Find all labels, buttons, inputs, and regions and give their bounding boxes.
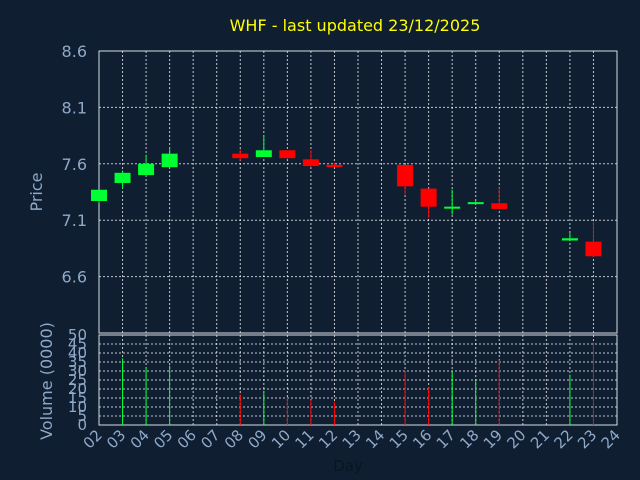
x-tick-label: 16	[409, 426, 435, 452]
candle-09	[255, 135, 272, 158]
candle-body	[161, 153, 178, 168]
x-tick-label: 09	[244, 426, 270, 452]
candle-body	[91, 189, 107, 202]
candle-body	[114, 172, 131, 183]
x-tick-label: 06	[174, 426, 200, 452]
x-tick-label: 17	[433, 426, 459, 452]
volume-bar-series	[122, 342, 594, 425]
x-tick-label: 04	[127, 426, 153, 452]
candle-body	[138, 163, 155, 176]
price-y-tick-label: 6.6	[62, 268, 87, 287]
candle-body	[326, 164, 343, 168]
x-tick-label: 19	[480, 426, 506, 452]
volume-axis-label: Volume (0000)	[37, 322, 56, 440]
candle-body	[279, 150, 296, 159]
x-tick-label: 22	[551, 426, 577, 452]
price-grid	[98, 50, 618, 333]
x-tick-label: 13	[339, 426, 365, 452]
price-y-tick-label: 7.6	[62, 155, 87, 174]
x-tick-label: 03	[103, 426, 129, 452]
candle-03	[114, 170, 131, 189]
candlestick-series	[91, 135, 602, 258]
volume-y-tick-label: 40	[68, 344, 87, 362]
volume-y-tick-label: 45	[68, 335, 87, 353]
x-axis-label: Day	[333, 457, 363, 475]
x-tick-label: 11	[292, 426, 318, 452]
candle-body	[420, 188, 437, 207]
volume-grid	[98, 334, 618, 426]
x-tick-label: 05	[150, 426, 176, 452]
x-tick-label: 07	[197, 426, 223, 452]
candle-body	[444, 206, 461, 209]
chart-title: WHF - last updated 23/12/2025	[230, 16, 481, 35]
volume-y-tick-label: 20	[68, 380, 87, 398]
price-axis-label: Price	[27, 172, 46, 211]
candle-08	[232, 149, 249, 161]
candle-16	[420, 188, 437, 218]
candle-body	[561, 238, 578, 241]
volume-y-tick-label: 25	[68, 371, 87, 389]
candle-19	[491, 187, 508, 209]
volume-y-tick-label: 50	[68, 326, 87, 344]
price-y-tick-labels: 6.6 7.1 7.6 8.1 8.6	[62, 42, 87, 287]
x-tick-label: 20	[503, 426, 529, 452]
x-tick-label: 10	[268, 426, 294, 452]
candle-body	[467, 202, 484, 205]
candle-body	[491, 203, 508, 209]
x-tick-label: 14	[362, 426, 388, 452]
volume-panel-border	[98, 334, 618, 426]
x-tick-label: 12	[315, 426, 341, 452]
x-tick-label: 08	[221, 426, 247, 452]
candle-15	[397, 164, 414, 195]
price-y-tick-label: 8.1	[62, 98, 87, 117]
candle-body	[232, 153, 249, 159]
x-tick-label: 23	[574, 426, 600, 452]
candle-body	[255, 150, 272, 158]
candle-05	[161, 146, 178, 168]
x-tick-label: 15	[386, 426, 412, 452]
x-tick-labels: 0203040506070809101112131415161718192021…	[80, 426, 624, 452]
x-tick-label: 24	[598, 426, 624, 452]
volume-y-tick-label: 5	[77, 407, 87, 425]
candle-18	[467, 201, 484, 205]
candle-22	[561, 232, 578, 241]
candle-11	[302, 150, 319, 168]
candle-12	[326, 162, 343, 168]
price-panel: 6.6 7.1 7.6 8.1 8.6 Price	[27, 42, 618, 334]
volume-y-tick-label: 35	[68, 353, 87, 371]
volume-y-tick-label: 30	[68, 362, 87, 380]
candle-body	[397, 164, 414, 187]
candle-body	[585, 241, 602, 257]
volume-y-tick-label: 10	[68, 398, 87, 416]
volume-y-tick-label: 15	[68, 389, 87, 407]
volume-y-tick-label: 0	[77, 416, 87, 434]
candle-02	[91, 189, 107, 204]
candle-10	[279, 150, 296, 160]
price-y-tick-label: 8.6	[62, 42, 87, 61]
price-y-tick-label: 7.1	[62, 211, 87, 230]
x-tick-label: 21	[527, 426, 553, 452]
candle-04	[138, 154, 155, 176]
candle-17	[444, 189, 461, 215]
candle-23	[585, 221, 602, 258]
x-tick-label: 18	[456, 426, 482, 452]
candle-body	[302, 159, 319, 167]
